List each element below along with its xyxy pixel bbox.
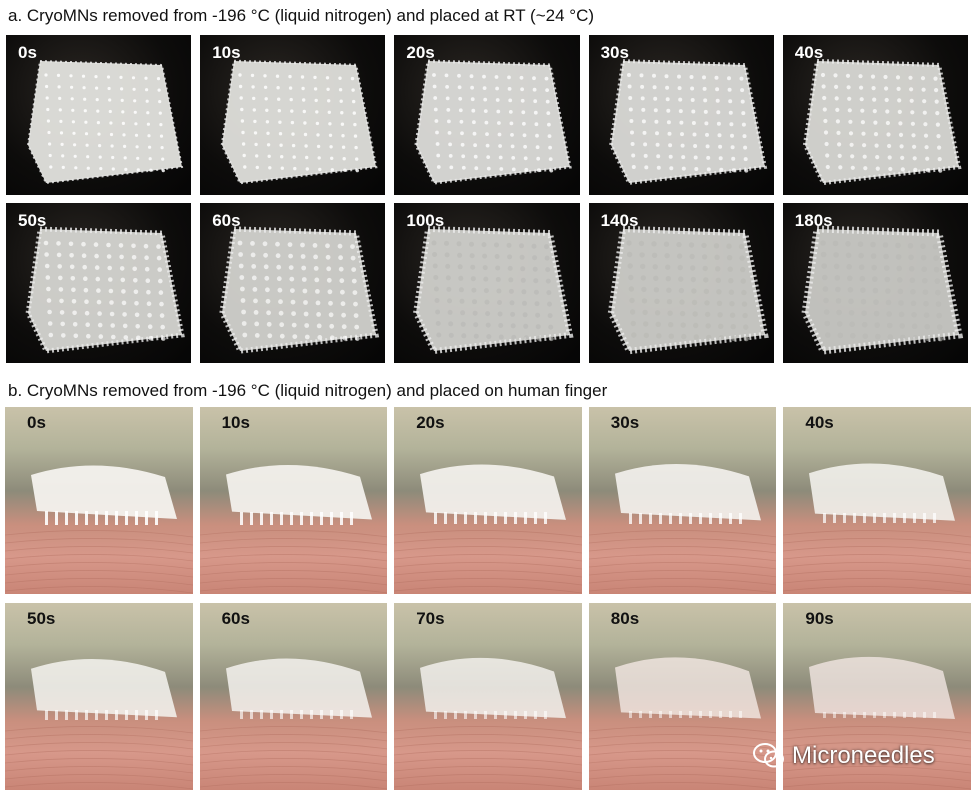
time-label: 20s xyxy=(416,413,445,432)
time-label: 10s xyxy=(221,413,250,432)
patch-image-b-10 xyxy=(783,656,971,790)
patch-image-b-3 xyxy=(394,464,582,594)
section-a-title: a. CryoMNs removed from -196 °C (liquid … xyxy=(8,6,595,25)
patch-image-b-8 xyxy=(394,657,582,790)
patch-image-a-6 xyxy=(25,226,185,354)
time-label: 70s xyxy=(416,609,445,628)
panel-b-4: 30s xyxy=(588,407,777,594)
patch-image-a-8 xyxy=(413,225,574,355)
time-label: 0s xyxy=(27,413,46,432)
patch-image-b-7 xyxy=(199,658,388,790)
time-label: 20s xyxy=(406,43,435,62)
panel-b-7: 60s xyxy=(199,603,388,790)
patch-image-a-5 xyxy=(802,58,962,186)
bottom-margin xyxy=(0,790,972,800)
panel-a-8: 100s xyxy=(394,203,580,363)
time-label: 30s xyxy=(610,413,640,432)
panel-a-3: 20s xyxy=(394,35,580,195)
watermark-text: Microneedles xyxy=(792,742,935,769)
time-label: 80s xyxy=(610,609,640,628)
time-label: 10s xyxy=(212,43,241,62)
time-label: 40s xyxy=(794,43,824,62)
time-label: 140s xyxy=(600,211,639,230)
time-label: 30s xyxy=(600,43,629,62)
panel-a-2: 10s xyxy=(200,35,386,195)
time-label: 60s xyxy=(221,609,250,628)
patch-image-a-1 xyxy=(26,59,184,185)
panel-b-8: 70s xyxy=(394,603,582,790)
panel-b-6: 50s xyxy=(5,603,193,790)
patch-image-b-6 xyxy=(5,658,193,790)
patch-image-b-9 xyxy=(588,657,777,790)
panel-a-1: 0s xyxy=(6,35,192,195)
watermark: Microneedles xyxy=(752,742,935,770)
patch-image-b-2 xyxy=(199,464,388,594)
patch-image-a-3 xyxy=(414,59,573,185)
time-label: 90s xyxy=(805,609,834,628)
panel-a-10: 180s xyxy=(782,203,968,363)
panel-b-5: 40s xyxy=(783,407,971,594)
panel-a-4: 30s xyxy=(588,35,774,195)
patch-image-a-10 xyxy=(801,225,963,355)
panel-a-7: 60s xyxy=(200,203,386,363)
patch-image-b-4 xyxy=(588,463,777,594)
patch-image-b-5 xyxy=(783,463,971,594)
patch-image-a-2 xyxy=(220,59,378,185)
panel-b-1: 0s xyxy=(5,407,193,594)
wechat-icon xyxy=(753,743,784,768)
time-label: 180s xyxy=(794,211,833,230)
panel-a-6: 50s xyxy=(6,203,192,363)
patch-image-a-4 xyxy=(608,59,767,185)
section-b-title: b. CryoMNs removed from -196 °C (liquid … xyxy=(8,381,608,400)
time-label: 60s xyxy=(212,211,241,230)
patch-image-b-1 xyxy=(5,465,193,594)
time-label: 0s xyxy=(18,43,37,62)
panel-a-9: 140s xyxy=(588,203,774,363)
section-a-grid: 0s 10s 20s 30s 40s 50s 60s 100s 140s 180s xyxy=(6,35,968,365)
patch-image-a-9 xyxy=(607,225,769,355)
time-label: 50s xyxy=(18,211,47,230)
panel-b-2: 10s xyxy=(199,407,388,594)
time-label: 50s xyxy=(27,609,56,628)
panel-b-10: 90s xyxy=(783,603,971,790)
panel-b-3: 20s xyxy=(394,407,582,594)
time-label: 40s xyxy=(805,413,834,432)
patch-image-a-7 xyxy=(219,226,380,354)
panel-b-9: 80s xyxy=(588,603,777,790)
time-label: 100s xyxy=(406,211,445,230)
panel-a-5: 40s xyxy=(782,35,968,195)
section-b-grid: 0s 10s 20s 30s 40s 50s 60s 70s 80s 90s xyxy=(5,407,971,790)
